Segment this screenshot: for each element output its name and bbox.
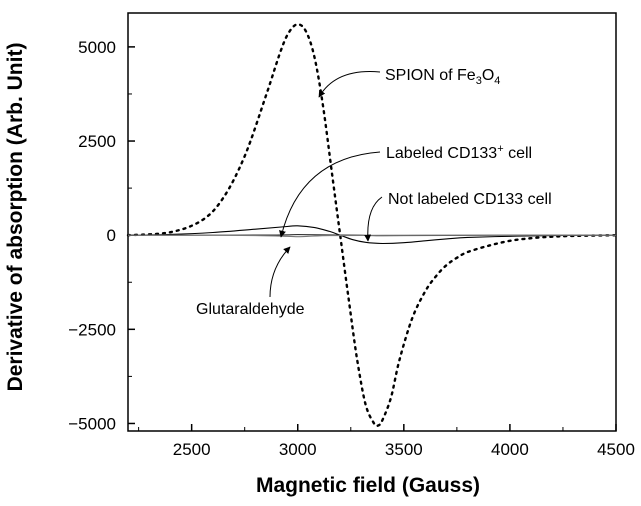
y-tick-label: −5000	[68, 414, 116, 433]
series-glutaraldehyde-line	[127, 234, 616, 238]
annotation-arrows	[269, 71, 383, 298]
series-labeled-cell-line	[127, 225, 617, 245]
plot-border	[127, 12, 617, 432]
annotation-labeled-cell: Labeled CD133+ cell	[386, 143, 532, 162]
arrow-not-labeled-cell	[364, 196, 383, 242]
y-tick-label: 0	[107, 226, 116, 245]
arrow-spion	[318, 71, 381, 98]
x-tick-label: 4000	[491, 440, 529, 459]
series-layer	[126, 23, 618, 428]
plot-frame	[127, 12, 617, 432]
x-tick-label: 2500	[173, 440, 211, 459]
annotation-spion: SPION of Fe3O4	[385, 67, 500, 87]
y-tick-label: 2500	[78, 132, 116, 151]
y-axis-ticks: −5000 −2500 0 2500 5000	[68, 38, 135, 433]
annotation-not-labeled-cell: Not labeled CD133 cell	[388, 191, 552, 208]
x-tick-label: 3500	[385, 440, 423, 459]
arrow-glutaraldehyde	[269, 246, 291, 298]
y-axis-title: Derivative of absorption (Arb. Unit)	[4, 43, 27, 392]
series-spion-dotted-line	[126, 23, 618, 428]
x-axis-title: Magnetic field (Gauss)	[256, 474, 480, 497]
arrow-labeled-cell	[279, 151, 381, 238]
y-tick-label: −2500	[68, 320, 116, 339]
y-tick-label: 5000	[78, 38, 116, 57]
x-tick-label: 3000	[279, 440, 317, 459]
x-tick-label: 4500	[597, 440, 635, 459]
annotation-glutaraldehyde: Glutaraldehyde	[196, 301, 305, 318]
x-axis-ticks: 2500 3000 3500 4000 4500	[138, 424, 635, 459]
